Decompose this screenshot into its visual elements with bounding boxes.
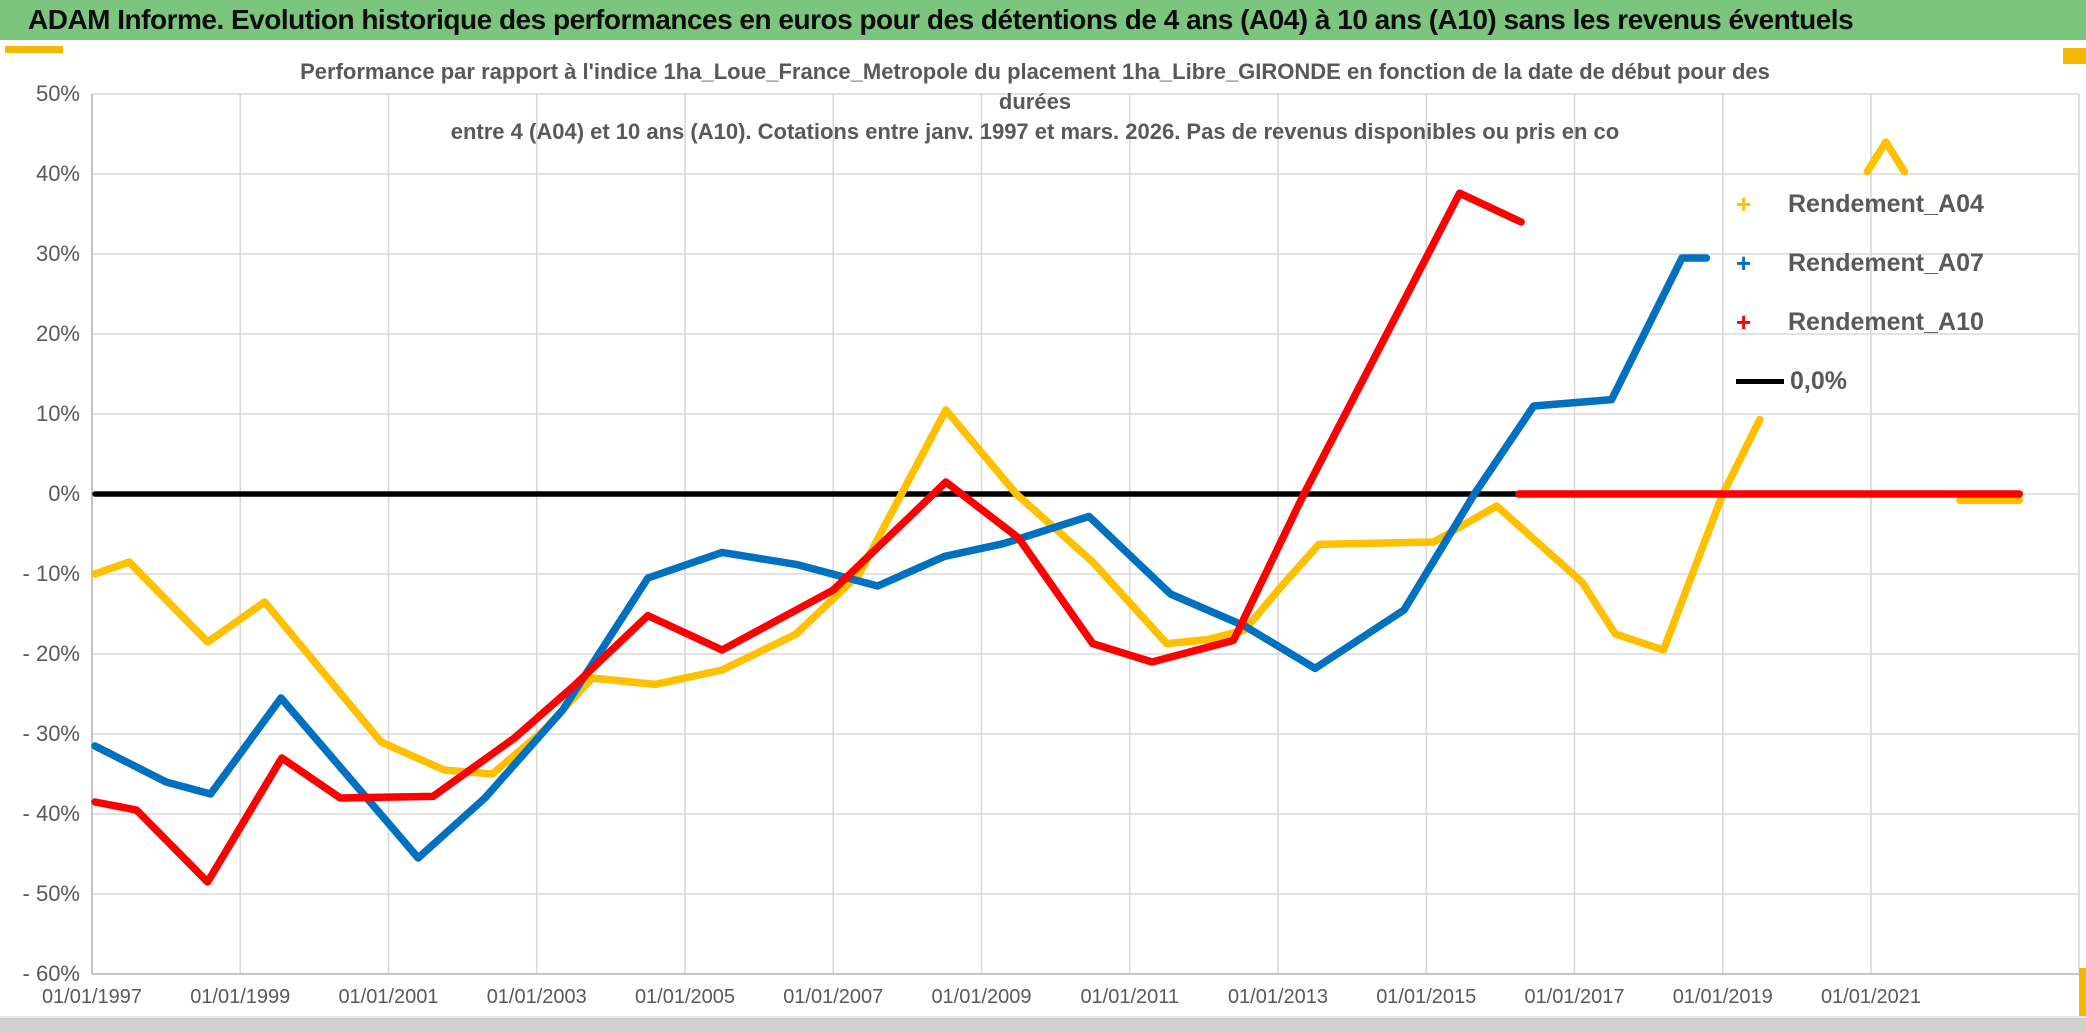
x-axis-label: 01/01/2011	[1080, 986, 1180, 1008]
x-axis-label: 01/01/2005	[634, 986, 736, 1008]
x-axis-label: 01/01/2015	[1376, 986, 1477, 1008]
legend-label: 0,0%	[1790, 366, 1847, 395]
legend-label: Rendement_A07	[1788, 248, 1984, 277]
x-axis-label: 01/01/2003	[486, 986, 587, 1008]
x-axis-label: 01/01/1999	[190, 986, 291, 1008]
x-axis-label: 01/01/2009	[931, 986, 1032, 1008]
series-rendement-a04	[91, 406, 1764, 778]
y-axis-label: 10%	[35, 401, 80, 426]
legend-label: Rendement_A04	[1788, 189, 1984, 218]
page-title: ADAM Informe. Evolution historique des p…	[28, 4, 1854, 35]
y-axis-label: - 20%	[22, 641, 80, 666]
chart-legend: + Rendement_A04 + Rendement_A07 + Rendem…	[1736, 183, 1986, 402]
plus-marker-icon: +	[1736, 248, 1752, 278]
x-axis-label: 01/01/2017	[1524, 986, 1625, 1008]
chart-title-line-2: durées	[998, 89, 1072, 114]
x-axis-label: 01/01/2021	[1820, 986, 1922, 1008]
y-axis-label: - 30%	[22, 721, 80, 746]
legend-item-rendement-a07[interactable]: + Rendement_A07	[1736, 242, 1986, 284]
y-axis-label: 0%	[48, 481, 80, 506]
x-axis-label: 01/01/2019	[1672, 986, 1773, 1008]
window-bottom-edge	[0, 1016, 2086, 1033]
legend-item-zero-line[interactable]: 0,0%	[1736, 360, 1986, 402]
black-line-swatch-icon	[1736, 378, 1784, 384]
y-axis-label: - 10%	[22, 561, 80, 586]
y-axis-label: 40%	[35, 161, 80, 186]
selection-handle-top-right[interactable]	[2063, 48, 2086, 64]
plus-marker-icon: +	[1736, 307, 1752, 337]
chart-title: Performance par rapport à l'indice 1ha_L…	[230, 57, 1840, 147]
x-axis-label: 01/01/2007	[783, 986, 884, 1008]
chart-title-line-1: Performance par rapport à l'indice 1ha_L…	[300, 59, 1770, 84]
series-rendement-a10	[91, 189, 1525, 886]
y-axis-label: - 40%	[22, 801, 80, 826]
series-rendement-a04	[1863, 138, 1909, 176]
title-bar: ADAM Informe. Evolution historique des p…	[0, 0, 2086, 40]
legend-item-rendement-a10[interactable]: + Rendement_A10	[1736, 301, 1986, 343]
legend-label: Rendement_A10	[1788, 307, 1984, 336]
selection-handle-top-left[interactable]	[5, 46, 63, 53]
chart-title-line-3: entre 4 (A04) et 10 ans (A10). Cotations…	[450, 119, 1620, 144]
x-axis-label: 01/01/2013	[1227, 986, 1329, 1008]
y-axis-label: - 50%	[22, 881, 80, 906]
plus-marker-icon: +	[1736, 189, 1752, 219]
legend-item-rendement-a04[interactable]: + Rendement_A04	[1736, 183, 1986, 225]
y-axis-label: - 60%	[22, 961, 80, 986]
y-axis-label: 30%	[35, 241, 80, 266]
x-axis-label: 01/01/2001	[338, 986, 439, 1008]
series-rendement-a07	[91, 254, 1711, 862]
y-axis-label: 20%	[35, 321, 80, 346]
selection-handle-right-edge[interactable]	[2079, 968, 2086, 1020]
y-axis-label: 50%	[35, 81, 80, 106]
x-axis-label: 01/01/1997	[41, 986, 143, 1008]
